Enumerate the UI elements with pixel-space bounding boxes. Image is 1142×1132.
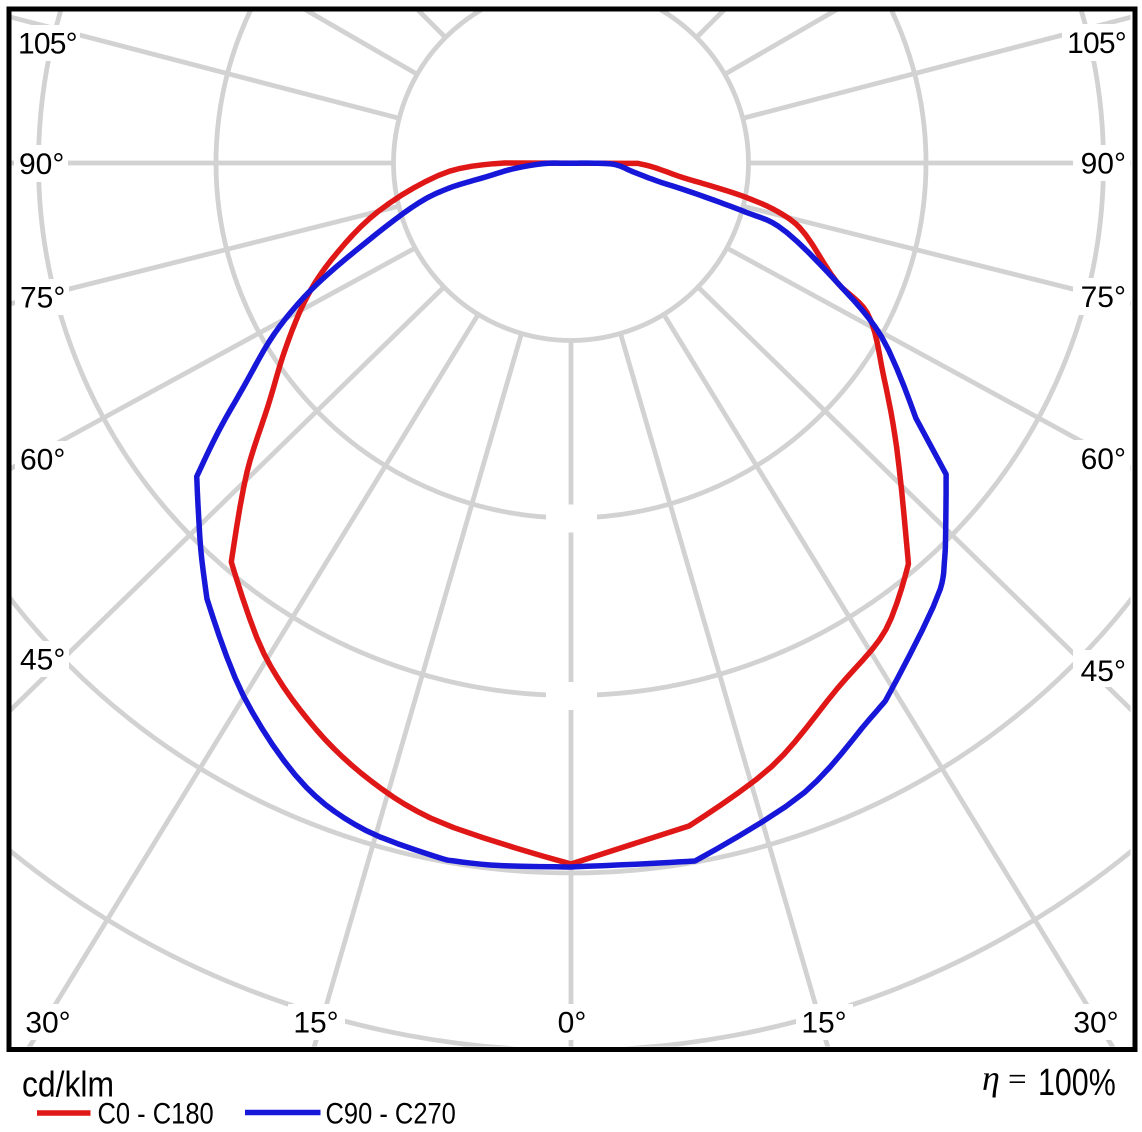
svg-text:30°: 30° (1073, 1007, 1118, 1040)
svg-text:60°: 60° (1081, 443, 1126, 476)
svg-text:90°: 90° (19, 148, 64, 181)
svg-text:75°: 75° (1081, 281, 1126, 314)
svg-text:45°: 45° (1081, 655, 1126, 688)
svg-text:cd/klm: cd/klm (22, 1065, 114, 1105)
svg-text:C90 - C270: C90 - C270 (326, 1097, 456, 1130)
svg-text:=: = (1008, 1062, 1027, 1098)
svg-text:75°: 75° (20, 282, 65, 315)
svg-text:90°: 90° (1081, 148, 1126, 181)
svg-text:0°: 0° (558, 1007, 587, 1040)
svg-text:C0 - C180: C0 - C180 (98, 1097, 214, 1130)
svg-text:105°: 105° (18, 28, 77, 61)
svg-text:15°: 15° (293, 1007, 338, 1040)
svg-text:15°: 15° (801, 1007, 846, 1040)
svg-text:η: η (982, 1058, 1000, 1098)
svg-text:105°: 105° (1067, 27, 1126, 60)
svg-text:60°: 60° (20, 444, 65, 477)
svg-text:100%: 100% (1038, 1062, 1116, 1104)
svg-text:45°: 45° (20, 644, 65, 677)
svg-text:30°: 30° (25, 1007, 70, 1040)
